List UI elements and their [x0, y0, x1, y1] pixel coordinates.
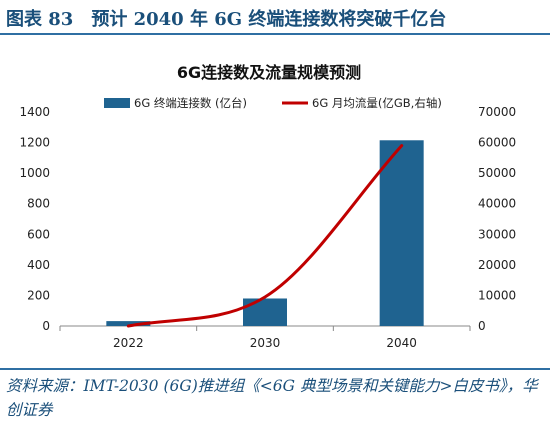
y-left-tick-label: 1400: [19, 105, 50, 119]
legend-label-bar: 6G 终端连接数 (亿台): [134, 96, 247, 110]
combo-chart: 6G连接数及流量规模预测 0 200 400 600 800 1000 1200 1400 0 10…: [19, 63, 516, 350]
bar: [243, 298, 287, 326]
y-right-tick-label: 20000: [478, 258, 516, 272]
header-divider: [0, 33, 550, 35]
x-tick-label: 2030: [250, 336, 281, 350]
y-right-tick-label: 0: [478, 319, 486, 333]
y-right-tick-label: 60000: [478, 136, 516, 150]
y-left-tick-label: 1200: [19, 136, 50, 150]
x-tick-label: 2040: [386, 336, 417, 350]
legend-label-line: 6G 月均流量(亿GB,右轴): [312, 96, 442, 110]
y-left-tick-label: 200: [27, 288, 50, 302]
y-right-tick-label: 30000: [478, 227, 516, 241]
series-line: [126, 144, 404, 328]
legend-swatch-bar: [104, 98, 130, 108]
y-right-tick-label: 70000: [478, 105, 516, 119]
y-left-tick-label: 1000: [19, 166, 50, 180]
bar: [106, 321, 151, 326]
y-left-tick-label: 600: [27, 227, 50, 241]
y-right-tick-label: 40000: [478, 197, 516, 211]
chart-title: 6G连接数及流量规模预测: [177, 63, 361, 82]
y-left-tick-label: 400: [27, 258, 50, 272]
bar: [379, 140, 424, 326]
figure-title: 图表 83 预计 2040 年 6G 终端连接数将突破千亿台: [6, 9, 447, 30]
footer-divider: [0, 368, 550, 370]
x-tick-label: 2022: [113, 336, 144, 350]
y-left-tick-label: 800: [27, 197, 50, 211]
y-right-tick-label: 10000: [478, 288, 516, 302]
source-note: 资料来源：IMT-2030 (6G)推进组《<6G 典型场景和关键能力>白皮书》…: [6, 377, 538, 419]
y-right-tick-label: 50000: [478, 166, 516, 180]
y-left-tick-label: 0: [42, 319, 50, 333]
figure-header: 图表 83 预计 2040 年 6G 终端连接数将突破千亿台: [0, 0, 550, 37]
